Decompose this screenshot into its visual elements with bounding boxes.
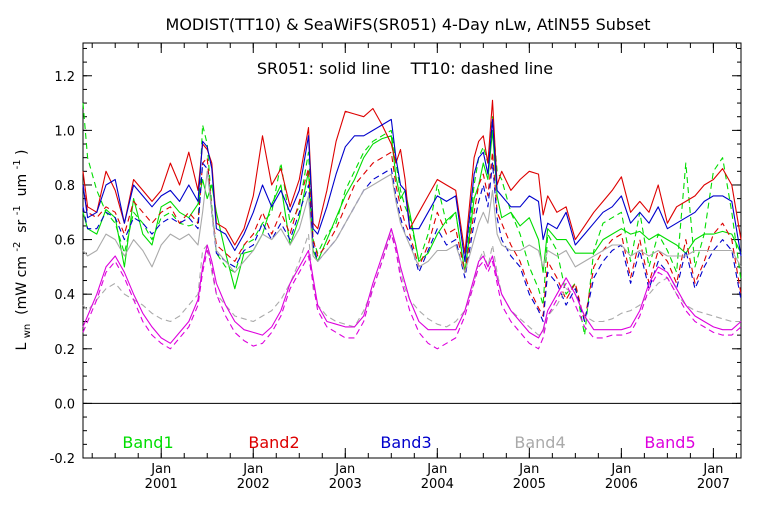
legend-item-band3: Band3 bbox=[380, 433, 431, 452]
series-line-band5-dashed bbox=[82, 233, 742, 350]
x-axis: Jan2001Jan2002Jan2003Jan2004Jan2005Jan20… bbox=[91, 43, 737, 492]
y-tick-label: 0.0 bbox=[54, 397, 75, 412]
x-tick-month-label: Jan bbox=[242, 462, 263, 477]
y-axis-label-mid2: um bbox=[14, 174, 30, 201]
series-line-band3-dashed bbox=[82, 162, 742, 323]
y-axis-label-main: L bbox=[14, 343, 30, 351]
legend-item-band4: Band4 bbox=[514, 433, 565, 452]
chart-annotation: SR051: solid line TT10: dashed line bbox=[257, 59, 553, 78]
x-tick-month-label: Jan bbox=[610, 462, 631, 477]
x-tick-month-label: Jan bbox=[518, 462, 539, 477]
series-line-band4-dashed bbox=[82, 228, 741, 336]
y-axis-label-mid1: sr bbox=[14, 219, 30, 237]
x-tick-year-label: 2003 bbox=[329, 477, 362, 492]
legend-item-band5: Band5 bbox=[644, 433, 695, 452]
y-tick-label: 0.2 bbox=[54, 343, 75, 358]
legend: Band1 Band2 Band3 Band4 Band5 bbox=[122, 433, 695, 452]
y-tick-label: 0.6 bbox=[54, 234, 75, 249]
y-axis-label-close: ) bbox=[14, 149, 30, 154]
x-tick-year-label: 2002 bbox=[237, 477, 270, 492]
x-tick-year-label: 2004 bbox=[421, 477, 454, 492]
series-line-band3-solid bbox=[82, 118, 742, 262]
series-line-band2-dashed bbox=[82, 151, 742, 323]
y-tick-label: 0.4 bbox=[54, 288, 75, 303]
x-tick-year-label: 2001 bbox=[145, 477, 178, 492]
chart-title: MODIST(TT10) & SeaWiFS(SR051) 4-Day nLw,… bbox=[166, 15, 651, 34]
x-tick-year-label: 2006 bbox=[605, 477, 638, 492]
y-tick-label: 1.0 bbox=[54, 124, 75, 139]
x-tick-year-label: 2007 bbox=[697, 477, 730, 492]
y-tick-label: 1.2 bbox=[54, 70, 75, 85]
y-tick-label: 0.8 bbox=[54, 179, 75, 194]
series-line-band4-solid bbox=[82, 170, 742, 273]
y-axis-label-sub: wn bbox=[22, 324, 33, 339]
series-line-band5-solid bbox=[82, 228, 742, 344]
legend-item-band1: Band1 bbox=[122, 433, 173, 452]
x-tick-month-label: Jan bbox=[334, 462, 355, 477]
series-layer bbox=[82, 99, 742, 350]
x-tick-month-label: Jan bbox=[702, 462, 723, 477]
x-tick-month-label: Jan bbox=[150, 462, 171, 477]
x-tick-month-label: Jan bbox=[426, 462, 447, 477]
y-axis-label-sup2: -1 bbox=[12, 205, 23, 215]
y-axis: -0.2 0.0 0.2 0.4 0.6 0.8 1.0 1.2 bbox=[50, 47, 741, 467]
y-axis-label-open: (mW cm bbox=[14, 256, 30, 319]
y-axis-label-sup1: -2 bbox=[12, 242, 23, 252]
y-axis-label: L wn (mW cm -2 sr -1 um -1 ) bbox=[8, 149, 34, 350]
x-tick-year-label: 2005 bbox=[513, 477, 546, 492]
legend-item-band2: Band2 bbox=[248, 433, 299, 452]
y-tick-label: -0.2 bbox=[50, 452, 75, 467]
y-axis-label-sup3: -1 bbox=[12, 159, 23, 169]
